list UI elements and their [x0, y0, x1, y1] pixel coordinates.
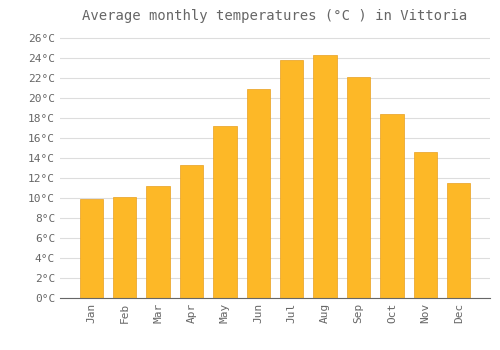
Bar [380, 114, 404, 298]
Bar [180, 165, 203, 298]
Bar [213, 126, 236, 298]
Bar [80, 199, 103, 298]
Bar [347, 77, 370, 298]
Bar [113, 197, 136, 298]
Bar [447, 183, 470, 298]
Bar [246, 89, 270, 298]
Bar [314, 55, 337, 298]
Bar [280, 60, 303, 298]
Bar [414, 152, 437, 298]
Title: Average monthly temperatures (°C ) in Vittoria: Average monthly temperatures (°C ) in Vi… [82, 9, 468, 23]
Bar [146, 186, 170, 298]
